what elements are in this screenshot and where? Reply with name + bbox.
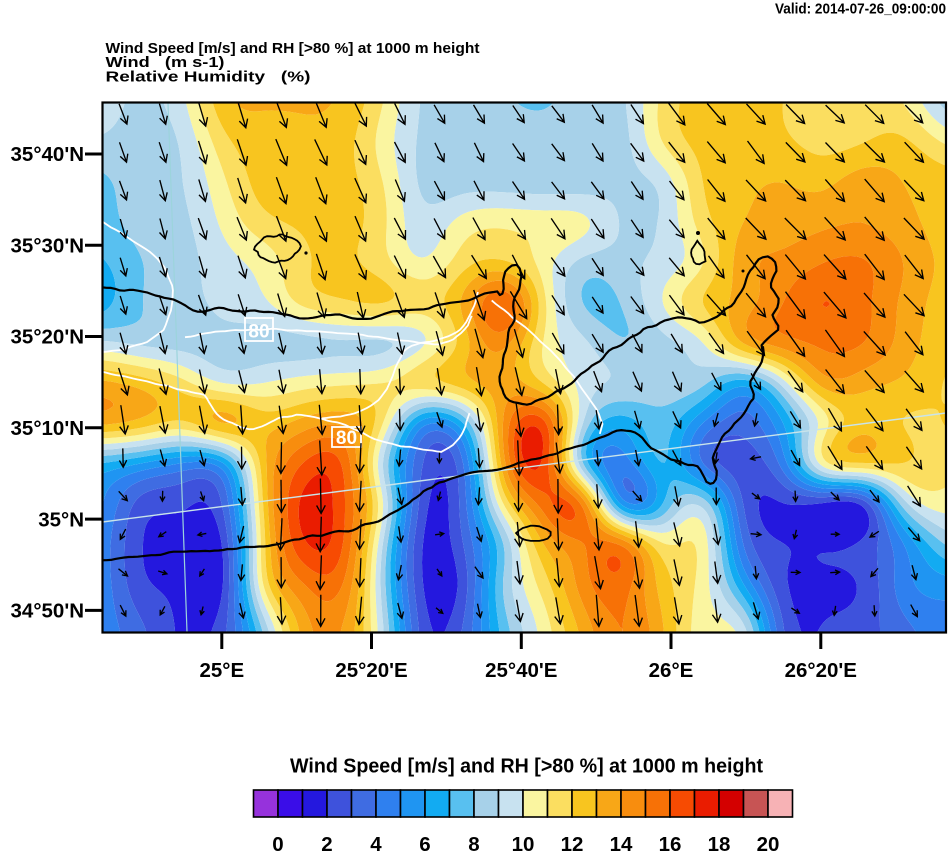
svg-text:80: 80 [248, 322, 269, 343]
svg-text:16: 16 [659, 833, 682, 854]
svg-text:25°40'E: 25°40'E [485, 659, 557, 682]
svg-text:35°10'N: 35°10'N [11, 417, 84, 440]
svg-text:35°40'N: 35°40'N [11, 143, 84, 166]
svg-text:25°E: 25°E [199, 659, 244, 682]
svg-text:26°20'E: 26°20'E [785, 659, 857, 682]
svg-text:34°50'N: 34°50'N [11, 600, 84, 623]
svg-text:2: 2 [321, 833, 332, 854]
svg-text:35°20'N: 35°20'N [11, 326, 84, 349]
svg-text:4: 4 [370, 833, 382, 854]
svg-text:6: 6 [419, 833, 430, 854]
svg-text:Wind Speed [m/s] and RH [>80 %: Wind Speed [m/s] and RH [>80 %] at 1000 … [290, 756, 763, 778]
svg-text:35°N: 35°N [38, 508, 84, 531]
svg-text:Wind Speed [m/s] and RH [>80 %: Wind Speed [m/s] and RH [>80 %] at 1000 … [106, 41, 480, 57]
svg-text:0: 0 [272, 833, 283, 854]
svg-text:Wind (m s-1): Wind (m s-1) [106, 55, 225, 71]
svg-text:Valid: 2014-07-26_09:00:00: Valid: 2014-07-26_09:00:00 [775, 1, 946, 18]
svg-text:80: 80 [336, 428, 357, 449]
svg-text:Relative Humidity (%): Relative Humidity (%) [106, 69, 311, 85]
svg-text:12: 12 [561, 833, 584, 854]
svg-text:10: 10 [512, 833, 535, 854]
svg-text:35°30'N: 35°30'N [11, 234, 84, 257]
svg-text:18: 18 [708, 833, 731, 854]
svg-text:20: 20 [757, 833, 780, 854]
svg-text:8: 8 [468, 833, 479, 854]
svg-text:14: 14 [610, 833, 633, 854]
svg-text:25°20'E: 25°20'E [335, 659, 407, 682]
svg-text:26°E: 26°E [649, 659, 694, 682]
